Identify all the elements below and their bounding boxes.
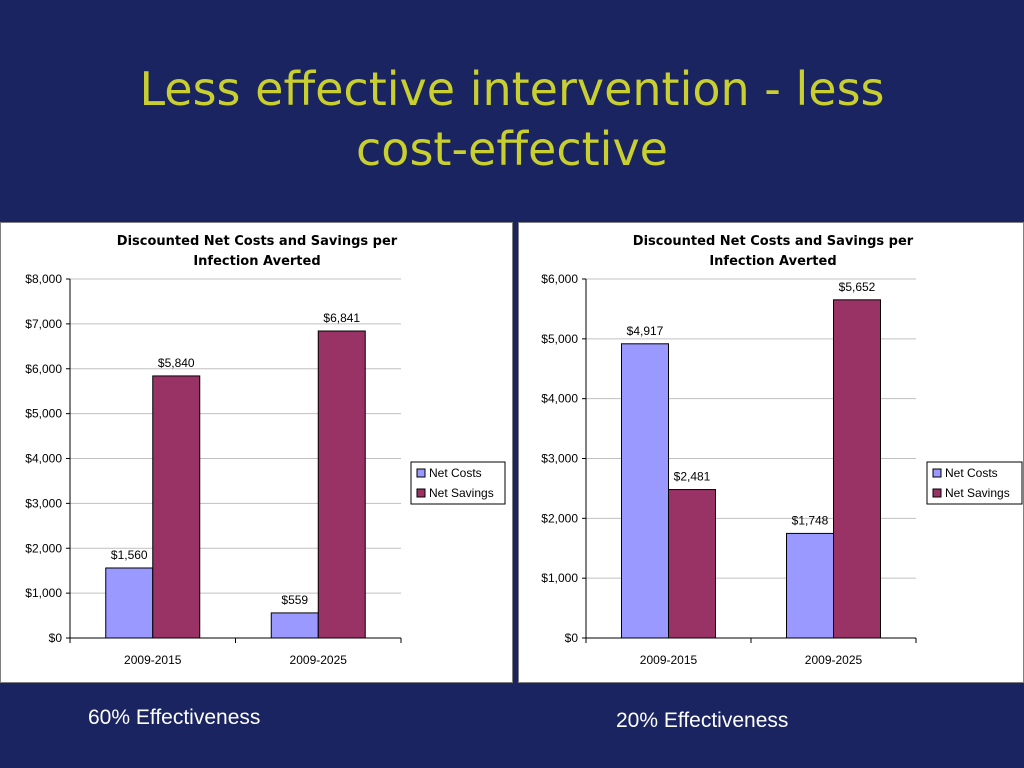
chart-title-line-2: Infection Averted (709, 254, 836, 269)
data-label: $1,748 (792, 513, 829, 527)
legend-label: Net Savings (429, 486, 494, 500)
y-tick-label: $6,000 (25, 362, 62, 376)
bar-net-costs (786, 532, 834, 639)
y-tick-label: $5,000 (25, 407, 62, 421)
data-label: $5,840 (158, 356, 195, 370)
data-label: $2,481 (674, 470, 711, 484)
legend-swatch-net-savings (932, 488, 942, 498)
caption-20-effectiveness: 20% Effectiveness (616, 709, 789, 732)
bar-net-savings (833, 299, 881, 639)
x-tick-label: 2009-2015 (640, 653, 698, 667)
legend-box (926, 461, 1023, 505)
bar-net-savings (152, 375, 201, 639)
bar-net-savings (668, 489, 716, 639)
chart-2: Discounted Net Costs and Savings per Infe… (541, 234, 1023, 667)
x-tick-label: 2009-2015 (124, 653, 182, 667)
caption-60-effectiveness: 60% Effectiveness (88, 706, 261, 729)
data-label: $6,841 (323, 311, 360, 325)
bar-net-savings (317, 330, 366, 639)
y-tick-label: $2,000 (25, 541, 62, 555)
x-tick-label: 2009-2025 (290, 653, 348, 667)
chart-panel-1: Discounted Net Costs and Savings per Infe… (0, 222, 513, 683)
legend-swatch-net-costs (932, 468, 942, 478)
legend-label: Net Costs (429, 466, 482, 480)
y-tick-label: $3,000 (541, 452, 578, 466)
bar-net-costs (621, 343, 669, 639)
data-label: $559 (281, 593, 308, 607)
data-label: $1,560 (111, 548, 148, 562)
slide-title-line-1: Less effective intervention - less (139, 61, 885, 116)
legend-swatch-net-costs (416, 468, 426, 478)
y-tick-label: $0 (49, 631, 63, 645)
bar-net-costs (270, 612, 319, 639)
chart-panel-2: Discounted Net Costs and Savings per Infe… (518, 222, 1024, 683)
y-tick-label: $1,000 (25, 586, 62, 600)
chart-1: Discounted Net Costs and Savings per Infe… (25, 234, 506, 667)
legend-label: Net Costs (945, 466, 998, 480)
legend-box (410, 461, 506, 505)
y-tick-label: $2,000 (541, 511, 578, 525)
chart-title-line-1: Discounted Net Costs and Savings per (633, 234, 914, 249)
legend-swatch-net-savings (416, 488, 426, 498)
chart-title-line-2: Infection Averted (193, 254, 320, 269)
legend-label: Net Savings (945, 486, 1010, 500)
y-tick-label: $7,000 (25, 317, 62, 331)
y-tick-label: $4,000 (541, 392, 578, 406)
slide-title-line-2: cost-effective (356, 121, 668, 176)
data-label: $5,652 (839, 280, 876, 294)
y-tick-label: $6,000 (541, 272, 578, 286)
y-tick-label: $8,000 (25, 272, 62, 286)
y-tick-label: $5,000 (541, 332, 578, 346)
y-tick-label: $3,000 (25, 496, 62, 510)
x-tick-label: 2009-2025 (805, 653, 863, 667)
slide-title: Less effective intervention - less cost-… (0, 59, 1024, 179)
y-tick-label: $4,000 (25, 452, 62, 466)
y-tick-label: $0 (565, 631, 579, 645)
bar-net-costs (105, 567, 154, 639)
data-label: $4,917 (627, 324, 664, 338)
chart-title-line-1: Discounted Net Costs and Savings per (117, 234, 398, 249)
y-tick-label: $1,000 (541, 571, 578, 585)
